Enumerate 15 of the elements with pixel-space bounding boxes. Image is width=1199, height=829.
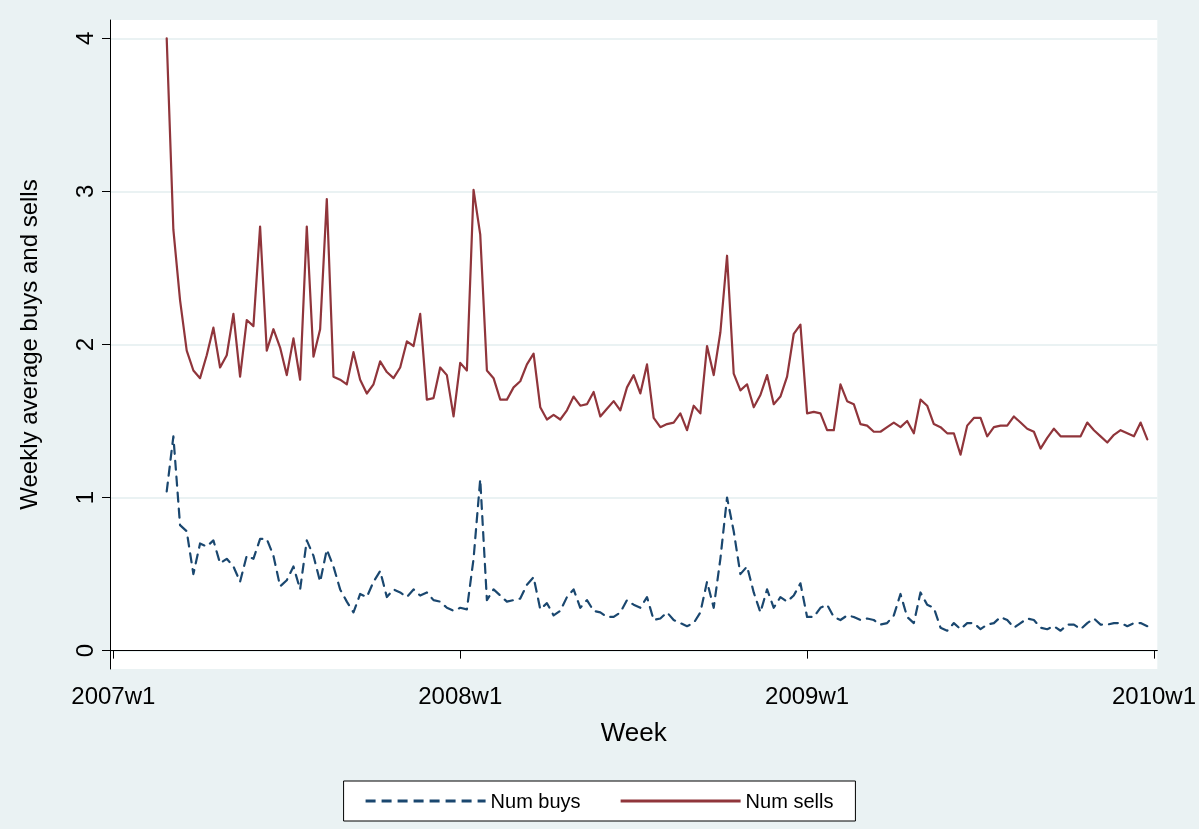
x-axis-title: Week <box>600 717 668 747</box>
line-series <box>165 435 1149 632</box>
y-tick-label: 1 <box>70 490 98 505</box>
x-tick-label: 2010w1 <box>1111 681 1197 709</box>
legend-label: Num buys <box>490 790 581 812</box>
legend-label: Num sells <box>745 790 834 812</box>
y-tick-label: 2 <box>70 337 98 352</box>
x-tick-label: 2008w1 <box>418 681 503 709</box>
y-tick-label: 4 <box>70 31 98 46</box>
y-tick-label: 3 <box>70 184 98 199</box>
y-tick-label: 0 <box>70 643 98 658</box>
line-series <box>165 37 1149 456</box>
y-axis-title: Weekly average buys and sells <box>14 179 42 510</box>
x-tick-label: 2009w1 <box>765 681 850 709</box>
x-tick-label: 2007w1 <box>71 681 156 709</box>
